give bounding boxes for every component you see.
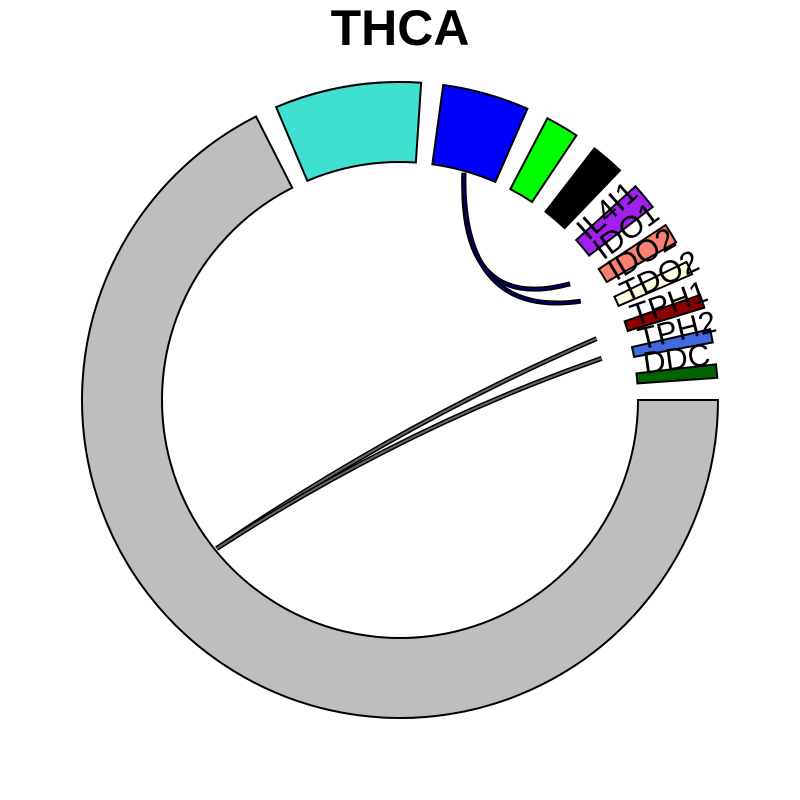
sector-6 [597, 223, 678, 284]
link-2 [216, 337, 598, 550]
sector-1 [274, 81, 423, 183]
link-outline-2 [215, 336, 598, 551]
sector-5 [574, 184, 655, 257]
links-layer [215, 172, 603, 551]
sector-3 [508, 116, 578, 204]
link-1 [462, 172, 581, 304]
sector-7 [613, 260, 694, 308]
sectors-layer [81, 81, 720, 719]
sector-0 [81, 115, 720, 719]
link-outline-3 [215, 355, 603, 551]
sector-8 [623, 293, 706, 333]
chart-title: THCA [330, 0, 470, 56]
sector-2 [431, 83, 529, 184]
link-3 [216, 357, 603, 550]
sector-10 [635, 363, 719, 385]
sector-4 [544, 146, 622, 230]
sector-9 [630, 328, 714, 359]
